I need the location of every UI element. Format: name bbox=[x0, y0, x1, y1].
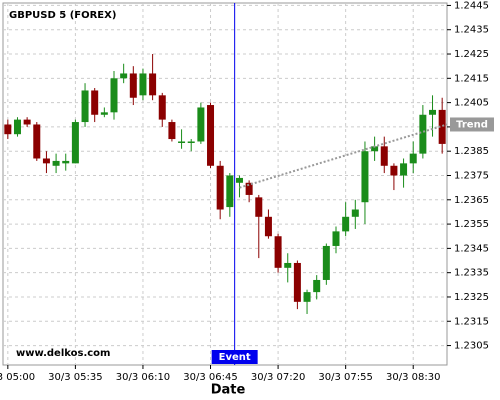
chart-title: GBPUSD 5 (FOREX) bbox=[9, 10, 116, 21]
y-tick-label: 1.2345 bbox=[454, 243, 489, 254]
candle-body bbox=[380, 146, 388, 166]
y-tick-label: 1.2335 bbox=[454, 268, 489, 279]
candle-body bbox=[33, 124, 41, 159]
x-tick-label: 30/3 07:55 bbox=[318, 372, 372, 383]
trend-label: Trend bbox=[456, 119, 488, 130]
candle-body bbox=[168, 122, 176, 140]
y-tick-label: 1.2325 bbox=[454, 292, 489, 303]
y-tick-label: 1.2315 bbox=[454, 316, 489, 327]
candle-body bbox=[342, 216, 350, 232]
y-tick-label: 1.2355 bbox=[454, 219, 489, 230]
x-axis-label: Date bbox=[211, 383, 246, 398]
y-tick-label: 1.2375 bbox=[454, 170, 489, 181]
candle-body bbox=[100, 112, 108, 115]
candle-body bbox=[235, 177, 243, 183]
x-tick-label: 30/3 06:45 bbox=[183, 372, 237, 383]
event-label: Event bbox=[219, 352, 251, 363]
candle-body bbox=[245, 182, 253, 195]
candle-body bbox=[438, 109, 446, 144]
candle-body bbox=[216, 165, 224, 210]
candle-body bbox=[91, 90, 99, 115]
candle-body bbox=[158, 95, 166, 120]
candle-body bbox=[207, 105, 215, 166]
y-tick-label: 1.2305 bbox=[454, 341, 489, 352]
x-tick-label: 30/3 07:20 bbox=[251, 372, 305, 383]
y-tick-label: 1.2405 bbox=[454, 98, 489, 109]
candle-body bbox=[303, 292, 311, 302]
candle-body bbox=[120, 73, 128, 79]
y-tick-label: 1.2365 bbox=[454, 195, 489, 206]
candle-body bbox=[351, 209, 359, 217]
candle-body bbox=[197, 107, 205, 142]
candle-body bbox=[400, 163, 408, 176]
watermark: www.delkos.com bbox=[16, 348, 110, 359]
x-tick-label: 30/3 08:30 bbox=[386, 372, 440, 383]
trend-line bbox=[239, 123, 448, 189]
y-tick-label: 1.2435 bbox=[454, 25, 489, 36]
candle-body bbox=[187, 141, 195, 143]
plot-frame bbox=[2, 2, 448, 366]
x-tick-label: 30/3 05:35 bbox=[48, 372, 102, 383]
candle-body bbox=[255, 197, 263, 217]
x-tick-label: 30/3 05:00 bbox=[0, 372, 35, 383]
y-tick-label: 1.2425 bbox=[454, 49, 489, 60]
candle-body bbox=[52, 160, 60, 166]
candle-body bbox=[313, 279, 321, 293]
candle-body bbox=[226, 175, 234, 208]
candle-body bbox=[371, 146, 379, 152]
candle-body bbox=[62, 160, 70, 164]
y-tick-label: 1.2415 bbox=[454, 73, 489, 84]
candle-body bbox=[110, 78, 118, 113]
candle-body bbox=[42, 158, 50, 164]
candle-body bbox=[81, 90, 89, 123]
event-tag bbox=[211, 350, 258, 364]
candle-body bbox=[409, 153, 417, 164]
candle-body bbox=[71, 122, 79, 164]
trend-tag bbox=[450, 117, 494, 132]
candle-body bbox=[429, 109, 437, 115]
candle-body bbox=[178, 141, 186, 143]
candle-body bbox=[149, 73, 157, 96]
candle-body bbox=[322, 245, 330, 280]
candle-body bbox=[332, 231, 340, 246]
y-tick-label: 1.2445 bbox=[454, 0, 489, 11]
x-tick-label: 30/3 06:10 bbox=[116, 372, 170, 383]
candle-body bbox=[293, 262, 301, 302]
candle-body bbox=[264, 216, 272, 237]
candle-body bbox=[419, 114, 427, 154]
candle-body bbox=[13, 119, 21, 135]
candle-body bbox=[390, 165, 398, 176]
y-tick-label: 1.2385 bbox=[454, 146, 489, 157]
candle-body bbox=[4, 124, 12, 135]
candle-body bbox=[23, 119, 31, 125]
candle-body bbox=[274, 236, 282, 268]
candle-body bbox=[284, 262, 292, 268]
candle-body bbox=[129, 73, 137, 98]
candle-body bbox=[139, 73, 147, 96]
candle-body bbox=[361, 151, 369, 203]
